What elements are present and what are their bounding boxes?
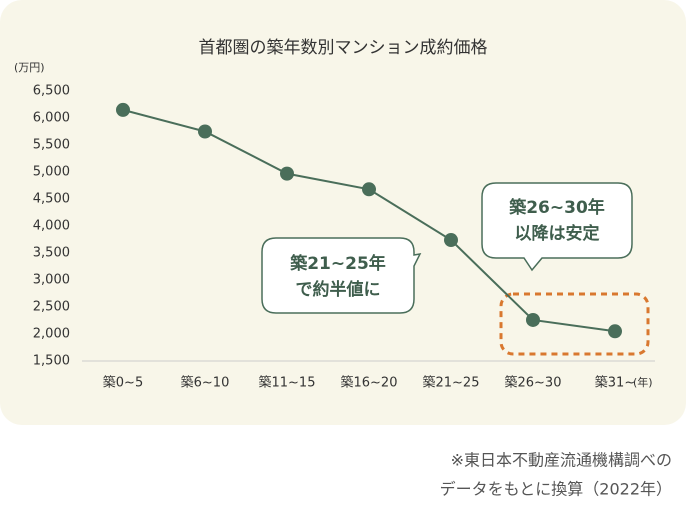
x-unit: (年) — [633, 375, 653, 389]
point — [444, 233, 458, 248]
point — [198, 124, 212, 139]
annotation: 築21~25年 — [289, 253, 386, 274]
x-tick-label: 築0~5 — [103, 376, 143, 391]
annotation: で約半値に — [296, 279, 381, 300]
x-tick-label: 築11~15 — [259, 376, 316, 391]
annotation: 築26~30年 — [508, 197, 605, 218]
y-tick-label: 3,500 — [33, 246, 70, 261]
point — [116, 102, 130, 117]
y-tick-label: 4,000 — [33, 219, 70, 234]
point — [608, 324, 622, 339]
point — [526, 312, 540, 327]
y-tick-label: 2,500 — [33, 300, 70, 315]
x-tick-label: 築16~20 — [341, 376, 398, 391]
y-tick-label: 2,000 — [33, 327, 70, 342]
highlight-box — [499, 292, 650, 356]
y-tick-label: 1,500 — [33, 354, 70, 369]
y-tick-label: 4,500 — [33, 192, 70, 207]
note: ※東日本不動産流通機構調べの — [451, 451, 672, 470]
y-tick-label: 6,000 — [33, 111, 70, 126]
card — [0, 0, 686, 425]
x-tick-label: 築26~30 — [505, 376, 562, 391]
callout — [481, 182, 633, 272]
note: データをもとに換算（2022年） — [440, 480, 672, 499]
point — [362, 182, 376, 197]
annotation: 以降は安定 — [515, 223, 600, 244]
x-tick-label: 築21~25 — [423, 376, 480, 391]
y-tick-label: 5,500 — [33, 138, 70, 153]
y-unit: (万円) — [14, 61, 45, 74]
x-tick-label: 築31~ — [595, 376, 635, 391]
chart-title: 首都圏の築年数別マンション成約価格 — [199, 38, 488, 58]
callout — [261, 237, 422, 314]
y-tick-label: 5,000 — [33, 165, 70, 180]
y-tick-label: 6,500 — [33, 84, 70, 99]
point — [280, 166, 294, 181]
y-tick-label: 3,000 — [33, 273, 70, 288]
x-tick-label: 築6~10 — [181, 376, 230, 391]
